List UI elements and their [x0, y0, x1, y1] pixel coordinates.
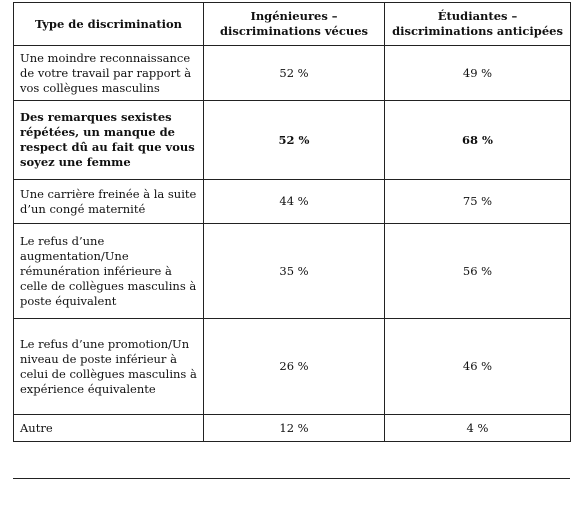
- row-type: Une moindre reconnaissance de votre trav…: [13, 45, 204, 101]
- row-ingenieures-value: 12 %: [203, 414, 385, 442]
- row-type: Le refus d’une augmentation/Une rémunéra…: [13, 223, 204, 319]
- discrimination-table: Type de discrimination Ingénieures – dis…: [13, 2, 571, 442]
- table-row: Des remarques sexistes répétées, un manq…: [13, 100, 571, 180]
- row-ingenieures-value: 52 %: [203, 100, 385, 180]
- table-header-row: Type de discrimination Ingénieures – dis…: [13, 2, 571, 46]
- row-etudiantes-value: 75 %: [384, 179, 571, 224]
- header-ingenieures: Ingénieures – discriminations vécues: [203, 2, 385, 46]
- row-etudiantes-value: 46 %: [384, 318, 571, 415]
- row-etudiantes-value: 4 %: [384, 414, 571, 442]
- row-ingenieures-value: 35 %: [203, 223, 385, 319]
- row-type: Le refus d’une promotion/Un niveau de po…: [13, 318, 204, 415]
- row-ingenieures-value: 52 %: [203, 45, 385, 101]
- table-row: Le refus d’une augmentation/Une rémunéra…: [13, 223, 571, 319]
- table-row: Autre 12 % 4 %: [13, 414, 571, 442]
- row-ingenieures-value: 44 %: [203, 179, 385, 224]
- bottom-rule-divider: [13, 478, 570, 479]
- row-type: Des remarques sexistes répétées, un manq…: [13, 100, 204, 180]
- table-row: Une moindre reconnaissance de votre trav…: [13, 45, 571, 101]
- header-type: Type de discrimination: [13, 2, 204, 46]
- row-type: Une carrière freinée à la suite d’un con…: [13, 179, 204, 224]
- table-row: Une carrière freinée à la suite d’un con…: [13, 179, 571, 224]
- header-etudiantes: Étudiantes – discriminations anticipées: [384, 2, 571, 46]
- row-etudiantes-value: 56 %: [384, 223, 571, 319]
- row-etudiantes-value: 68 %: [384, 100, 571, 180]
- discrimination-table-container: Type de discrimination Ingénieures – dis…: [13, 2, 571, 442]
- row-etudiantes-value: 49 %: [384, 45, 571, 101]
- row-ingenieures-value: 26 %: [203, 318, 385, 415]
- row-type: Autre: [13, 414, 204, 442]
- table-row: Le refus d’une promotion/Un niveau de po…: [13, 318, 571, 415]
